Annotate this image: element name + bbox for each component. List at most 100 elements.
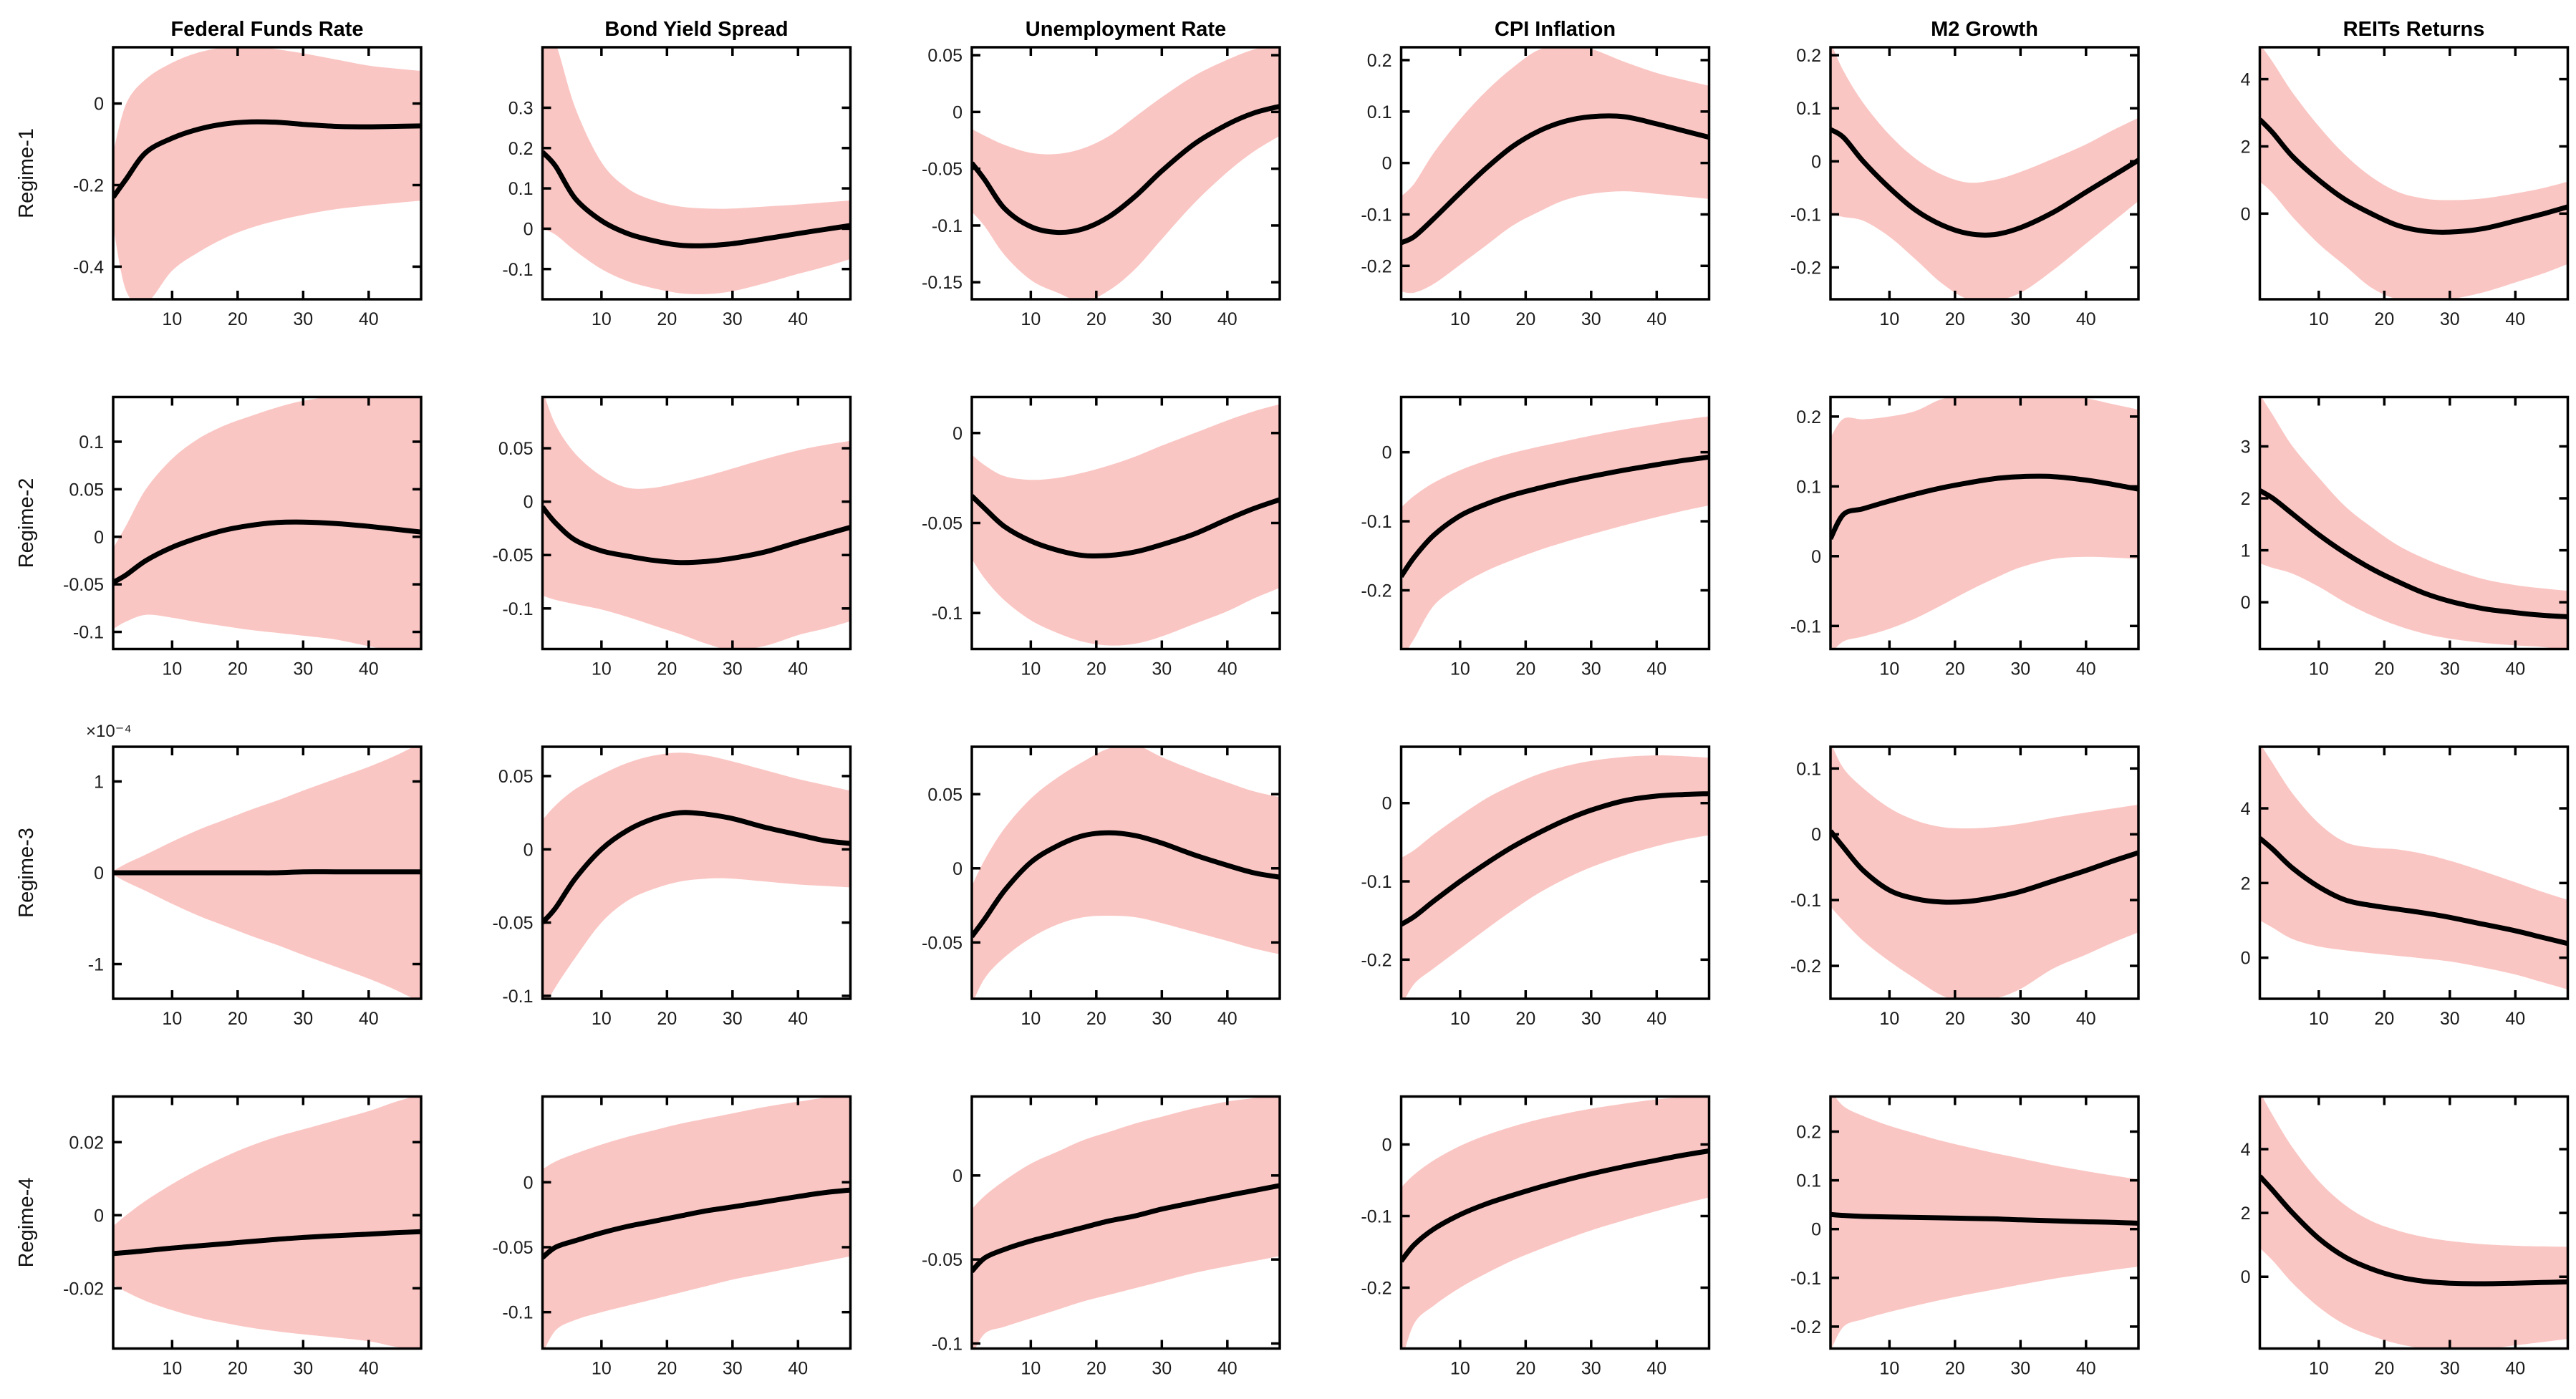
y-tick-label: 0	[952, 1166, 963, 1186]
x-tick-label: 30	[1581, 659, 1601, 679]
median-line	[113, 119, 421, 199]
x-tick-label: 10	[1450, 1009, 1470, 1029]
y-tick-label: 0	[2241, 949, 2251, 969]
y-tick-label: 2	[2241, 489, 2251, 509]
x-tick-label: 10	[1879, 1009, 1899, 1029]
subplot-regime1-cpi-inflation: 10 20 30 40 0.2 0.1 0 -0.1 -0.2 CPI Inflation	[1361, 18, 1711, 329]
x-tick-label: 40	[788, 1359, 808, 1379]
subplot-regime2-federal-funds-rate: 10 20 30 40 0.1 0.05 0 -0.05 -0.1 Regime-2	[15, 395, 423, 679]
confidence-band	[972, 747, 1280, 999]
x-tick-label: 10	[592, 309, 612, 329]
y-tick-label: 0	[952, 424, 963, 444]
y-tick-label: -0.05	[922, 160, 963, 180]
y-tick-label: 0.2	[1796, 1123, 1821, 1143]
x-tick-label: 30	[2010, 1009, 2030, 1029]
x-tick-label: 30	[2440, 1359, 2460, 1379]
subplot-regime1-m2-growth: 10 20 30 40 0.2 0.1 0 -0.1 -0.2 M2 Growth	[1790, 18, 2140, 329]
x-tick-label: 10	[162, 1359, 182, 1379]
axes-box	[1829, 745, 2140, 1000]
y-tick-label: 0	[1811, 825, 1821, 845]
x-tick-label: 30	[2010, 309, 2030, 329]
x-tick-label: 40	[2505, 1359, 2525, 1379]
y-tick-label: 0.05	[498, 767, 534, 787]
x-tick-label: 10	[2309, 659, 2329, 679]
subplot-regime2-m2-growth: 10 20 30 40 0.2 0.1 0 -0.1	[1790, 395, 2140, 679]
axes-box	[541, 46, 852, 301]
confidence-band	[1401, 416, 1709, 649]
x-tick-label: 40	[2505, 1009, 2525, 1029]
x-tick-label: 30	[723, 309, 743, 329]
x-tick-label: 20	[228, 1009, 248, 1029]
y-tick-label: -0.1	[502, 1303, 533, 1323]
subplot-regime3-m2-growth: 10 20 30 40 0.1 0 -0.1 -0.2	[1790, 745, 2140, 1029]
y-tick-label: -0.2	[1361, 950, 1391, 970]
row-label: Regime-2	[15, 478, 38, 568]
row-label: Regime-4	[15, 1178, 38, 1268]
x-tick-label: 20	[1945, 1359, 1965, 1379]
x-tick-label: 10	[1021, 309, 1041, 329]
y-tick-label: 0	[2241, 204, 2251, 224]
x-tick-label: 10	[2309, 1009, 2329, 1029]
median-line	[542, 1187, 851, 1260]
y-tick-label: 0.1	[1796, 759, 1821, 779]
y-tick-label: -0.1	[502, 599, 533, 619]
y-tick-label: 0.1	[1796, 1171, 1821, 1191]
confidence-band	[972, 404, 1280, 646]
x-tick-label: 40	[1646, 1359, 1666, 1379]
axes-box	[1399, 745, 1711, 1000]
x-tick-label: 40	[359, 309, 379, 329]
x-tick-label: 30	[2010, 659, 2030, 679]
y-tick-label: -0.1	[1361, 1207, 1391, 1227]
confidence-band	[1401, 1096, 1709, 1349]
x-tick-label: 30	[293, 1009, 313, 1029]
x-tick-label: 20	[1945, 309, 1965, 329]
x-tick-label: 30	[1581, 1359, 1601, 1379]
y-tick-label: 0	[1811, 1220, 1821, 1240]
y-tick-label: 0.02	[69, 1133, 104, 1153]
y-tick-label: 0	[2241, 1267, 2251, 1287]
y-tick-label: 1	[2241, 541, 2251, 561]
subplot-regime2-unemployment-rate: 10 20 30 40 0 -0.05 -0.1	[922, 395, 1281, 679]
confidence-band	[1830, 47, 2138, 299]
x-tick-label: 40	[1646, 1009, 1666, 1029]
y-tick-label: 0.05	[69, 480, 104, 500]
x-tick-label: 20	[1515, 1009, 1535, 1029]
x-tick-label: 30	[293, 309, 313, 329]
confidence-band	[1401, 47, 1709, 294]
x-tick-label: 10	[1879, 659, 1899, 679]
axes-box	[112, 46, 423, 301]
confidence-band	[2259, 47, 2568, 299]
confidence-band	[2259, 747, 2568, 989]
x-tick-label: 20	[2374, 309, 2394, 329]
y-tick-label: 0.1	[508, 179, 534, 199]
median-line	[2259, 117, 2568, 235]
x-tick-label: 30	[293, 1359, 313, 1379]
y-tick-label: 0	[1382, 794, 1392, 814]
median-line	[1401, 454, 1709, 579]
x-tick-label: 10	[162, 659, 182, 679]
confidence-band	[1830, 747, 2138, 999]
x-tick-label: 20	[657, 659, 677, 679]
subplot-regime4-unemployment-rate: 10 20 30 40 0 -0.05 -0.1	[922, 1095, 1281, 1379]
x-tick-label: 10	[1879, 309, 1899, 329]
median-line	[2259, 1174, 2568, 1287]
y-tick-label: 0	[1382, 1136, 1392, 1156]
axes-box	[2258, 46, 2570, 301]
y-tick-label: 0.05	[927, 785, 963, 805]
subplot-title: Unemployment Rate	[1026, 18, 1226, 41]
y-tick-label: 0	[94, 528, 104, 548]
confidence-band	[542, 752, 851, 999]
x-tick-label: 10	[162, 1009, 182, 1029]
median-line	[972, 104, 1280, 236]
x-tick-label: 30	[1152, 1009, 1172, 1029]
x-tick-label: 30	[293, 659, 313, 679]
subplot-title: Federal Funds Rate	[170, 18, 363, 41]
median-line	[542, 150, 851, 248]
y-tick-label: -0.2	[1361, 1279, 1391, 1299]
x-tick-label: 30	[2440, 659, 2460, 679]
subplot-regime3-unemployment-rate: 10 20 30 40 0.05 0 -0.05	[922, 745, 1281, 1029]
x-tick-label: 20	[228, 309, 248, 329]
confidence-band	[972, 47, 1280, 299]
axes-box	[1399, 1095, 1711, 1350]
confidence-band	[2259, 1096, 2568, 1349]
